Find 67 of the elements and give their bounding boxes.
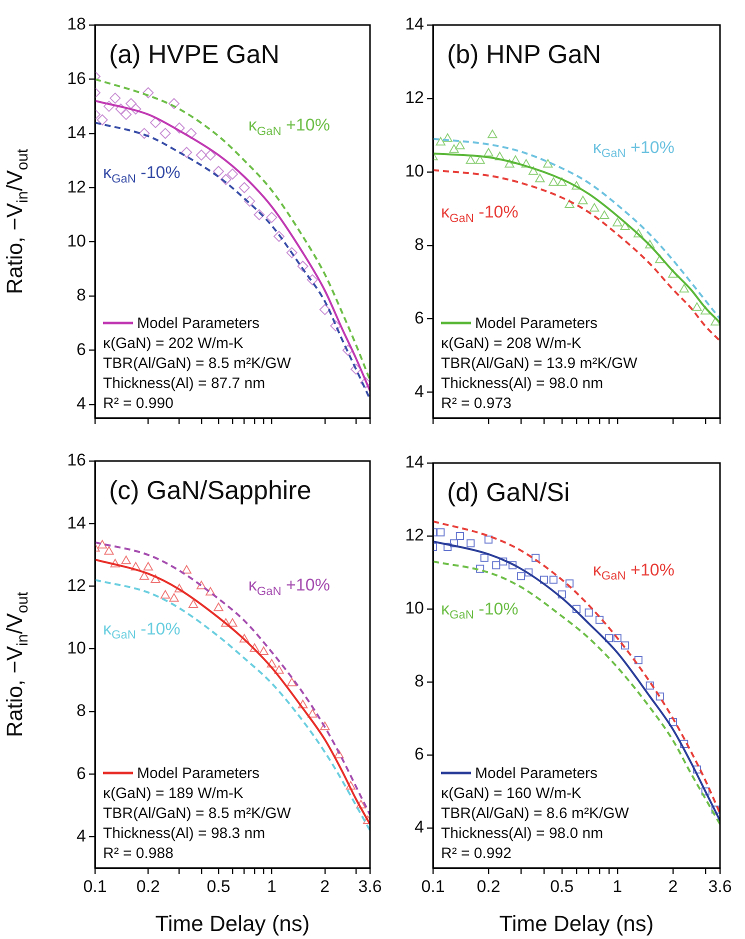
y-tick-label: 14 (405, 452, 424, 472)
x-tick-label: 0.1 (421, 876, 445, 896)
y-tick-label: 14 (67, 123, 86, 142)
y-tick-label: 12 (67, 177, 86, 196)
y-tick-label: 10 (67, 638, 86, 658)
y-axis-title: Ratio, −Vin/Vout (2, 148, 32, 294)
annotation: R² = 0.990 (103, 395, 174, 412)
annotation: TBR(Al/GaN) = 8.5 m²K/GW (103, 805, 292, 822)
annotation: TBR(Al/GaN) = 8.6 m²K/GW (441, 805, 630, 822)
text: (c) GaN/Sapphire (109, 475, 312, 505)
x-tick-label: 0.2 (136, 876, 160, 896)
y-tick-label: 10 (405, 598, 424, 618)
annotation: TBR(Al/GaN) = 8.5 m²K/GW (103, 355, 292, 372)
y-tick-label: 8 (76, 286, 86, 305)
annotation: R² = 0.988 (103, 845, 174, 862)
y-tick-label: 4 (76, 826, 86, 846)
y-axis-title: Ratio, −Vin/Vout (2, 591, 32, 738)
x-tick-label: 1 (266, 876, 276, 896)
legend-label: Model Parameters (137, 765, 260, 782)
y-tick-label: 4 (414, 818, 424, 837)
y-tick-label: 8 (414, 672, 424, 691)
text: (a) HVPE GaN (109, 39, 280, 69)
legend-label: Model Parameters (137, 315, 260, 332)
x-tick-label: 0.2 (476, 876, 500, 896)
text: (b) HNP GaN (447, 39, 602, 69)
y-tick-label: 4 (76, 394, 86, 414)
x-tick-label: 0.5 (550, 876, 574, 896)
y-tick-label: 14 (405, 14, 424, 34)
y-tick-label: 8 (76, 701, 86, 720)
x-axis-title: Time Delay (ns) (499, 911, 654, 936)
annotation: Thickness(Al) = 98.0 nm (441, 825, 604, 842)
y-tick-label: 16 (67, 450, 86, 470)
y-tick-label: 16 (67, 68, 86, 88)
x-tick-label: 0.5 (206, 876, 230, 896)
y-tick-label: 6 (76, 764, 86, 783)
annotation: R² = 0.992 (441, 845, 512, 862)
x-tick-label: 2 (668, 876, 678, 896)
annotation: TBR(Al/GaN) = 13.9 m²K/GW (441, 355, 638, 372)
annotation: Thickness(Al) = 98.3 nm (103, 825, 266, 842)
annotation: κ(GaN) = 189 W/m-K (103, 785, 244, 802)
y-tick-label: 10 (405, 162, 424, 181)
y-tick-label: 6 (414, 308, 424, 328)
text: (d) GaN/Si (447, 477, 570, 507)
legend-label: Model Parameters (475, 765, 598, 782)
annotation: Thickness(Al) = 98.0 nm (441, 375, 604, 392)
x-tick-label: 1 (612, 876, 622, 896)
y-tick-label: 6 (414, 744, 424, 764)
x-axis-title: Time Delay (ns) (155, 911, 310, 936)
x-tick-label: 3.6 (358, 876, 382, 896)
annotation: Thickness(Al) = 87.7 nm (103, 375, 266, 392)
y-tick-label: 12 (67, 576, 86, 595)
y-tick-label: 6 (76, 340, 86, 359)
y-tick-label: 8 (414, 235, 424, 254)
y-tick-label: 12 (405, 526, 424, 545)
x-tick-label: 3.6 (708, 876, 732, 896)
annotation: R² = 0.973 (441, 395, 512, 412)
annotation: κ(GaN) = 202 W/m-K (103, 335, 244, 352)
legend-label: Model Parameters (475, 315, 598, 332)
y-tick-label: 18 (67, 14, 86, 34)
annotation: κ(GaN) = 160 W/m-K (441, 785, 582, 802)
y-tick-label: 12 (405, 88, 424, 108)
y-tick-label: 4 (414, 382, 424, 401)
x-tick-label: 0.1 (83, 876, 107, 896)
y-tick-label: 10 (67, 232, 86, 251)
x-tick-label: 2 (320, 876, 330, 896)
annotation: κ(GaN) = 208 W/m-K (441, 335, 582, 352)
y-tick-label: 14 (67, 513, 86, 532)
